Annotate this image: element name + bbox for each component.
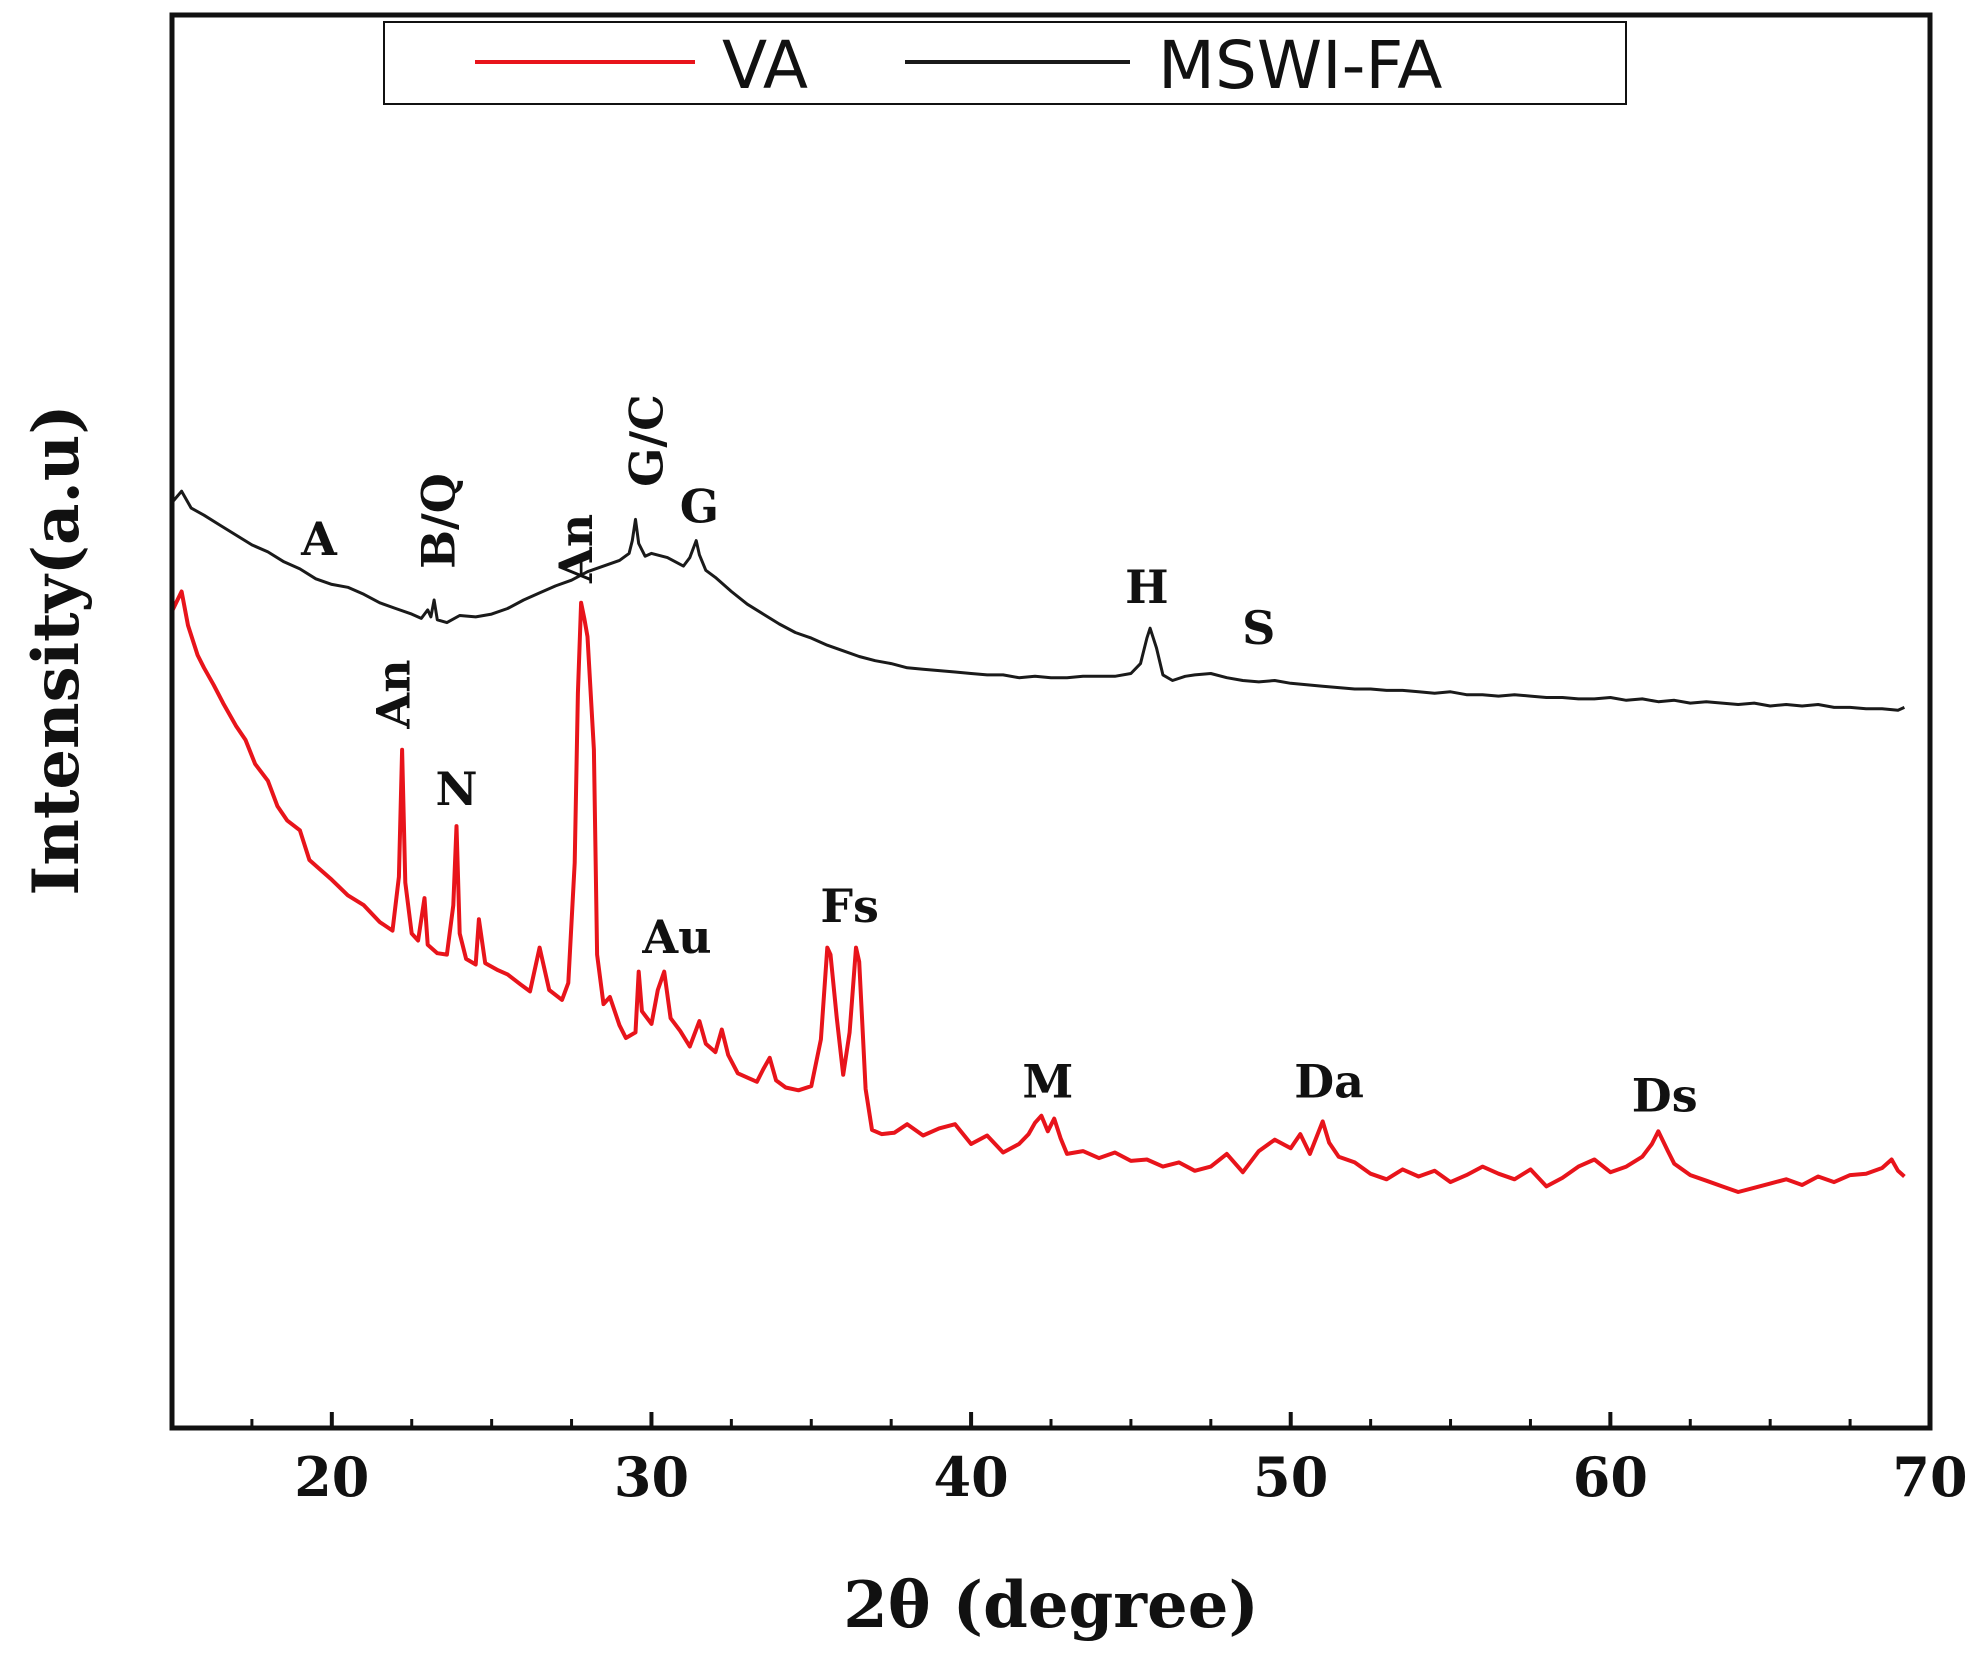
peak-label: Ds — [1632, 1069, 1698, 1123]
peak-label: S — [1242, 601, 1275, 655]
peak-label: Da — [1294, 1054, 1364, 1108]
peak-annotations: A B/Q G/CG H S An An N Fs Au M Da Ds — [300, 394, 1697, 1122]
x-tick-label: 70 — [1892, 1445, 1967, 1509]
peak-label: An — [549, 514, 603, 584]
series-line-va — [170, 589, 1906, 1194]
legend: VA MSWI-FA — [383, 21, 1627, 105]
peak-label: G — [680, 479, 719, 533]
y-axis-title: Intensity(a.u) — [19, 404, 94, 895]
peak-label: N — [435, 762, 477, 816]
x-axis-title: 2θ (degree) — [843, 1568, 1258, 1643]
x-tick-label: 30 — [614, 1445, 689, 1509]
legend-label-mswi-fa: MSWI-FA — [1158, 27, 1442, 104]
peak-label: Au — [641, 910, 711, 964]
peak-label: B/Q — [412, 473, 466, 569]
peak-label: Fs — [820, 879, 879, 933]
series-layer — [170, 489, 1906, 1194]
x-tick-label: 40 — [934, 1445, 1009, 1509]
x-tick-label: 50 — [1253, 1445, 1328, 1509]
peak-label: G/C — [619, 394, 673, 487]
legend-label-va: VA — [722, 27, 808, 104]
x-axis-ticks: 20 30 40 50 60 70 — [170, 1412, 1968, 1509]
series-line-mswi-fa — [170, 489, 1906, 712]
peak-label: M — [1022, 1054, 1073, 1108]
peak-label: An — [367, 659, 421, 729]
x-tick-label: 20 — [294, 1445, 369, 1509]
peak-label: A — [300, 512, 338, 566]
x-tick-label: 60 — [1573, 1445, 1648, 1509]
peak-label: H — [1125, 560, 1168, 614]
